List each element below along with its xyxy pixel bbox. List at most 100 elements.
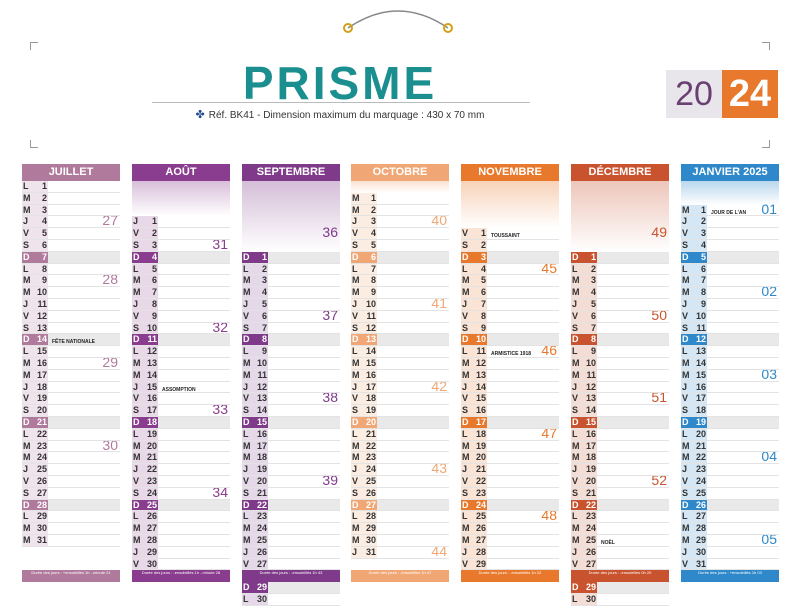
day-tint [22, 475, 48, 487]
day-tint [242, 487, 268, 499]
weekday-letter: M [462, 357, 470, 368]
day-tint [22, 487, 48, 499]
day-row: L 23 [242, 511, 340, 524]
day-row: S 14 [242, 405, 340, 417]
day-number: 11 [147, 334, 157, 345]
day-tint [571, 428, 597, 440]
day-number: 30 [146, 558, 157, 569]
day-number: 26 [585, 546, 596, 557]
weekday-letter: J [462, 298, 468, 309]
day-number: 21 [695, 440, 706, 451]
crop-mark [762, 140, 770, 148]
day-number: 7 [261, 322, 267, 333]
day-tint [132, 523, 158, 534]
day-number: 29 [256, 582, 267, 593]
day-row: J 10 [351, 298, 449, 311]
day-row: V 12 [22, 310, 120, 323]
weekday-letter: M [572, 523, 580, 534]
day-tint [571, 593, 597, 605]
day-number: 5 [261, 298, 267, 309]
day-tint [132, 346, 158, 357]
day-number: 29 [695, 534, 706, 545]
day-row: S 12 [351, 322, 449, 335]
weekday-letter: M [682, 287, 690, 298]
weekday-letter: S [133, 239, 140, 250]
day-number: 24 [365, 464, 376, 475]
day-row: J 12 [571, 381, 669, 394]
day-tint [351, 263, 377, 275]
weekday-letter: J [133, 464, 139, 475]
day-row: D 26 [681, 499, 779, 512]
day-number: 20 [475, 452, 486, 463]
weekday-letter: D [682, 499, 689, 510]
day-row: M 21 [132, 452, 230, 465]
day-number: 2 [41, 192, 47, 203]
week-padding [132, 181, 230, 217]
day-tint [22, 275, 48, 287]
day-number: 7 [700, 275, 706, 286]
holiday-label: TOUSSAINT [491, 233, 520, 240]
day-number: 28 [146, 534, 157, 545]
day-row: L 13 [681, 346, 779, 358]
month-column: SEPTEMBRE36373839D1L2M3M4J5V6S7D8L9M10M1… [242, 164, 340, 606]
day-row: M 10 [22, 287, 120, 299]
day-row: M 14 [681, 357, 779, 370]
day-tint [351, 275, 377, 287]
weekday-letter: S [352, 322, 359, 333]
weekday-letter: M [682, 440, 690, 451]
day-number: 10 [475, 334, 486, 345]
weekday-letter: M [682, 369, 690, 380]
day-row: M 13 [461, 369, 559, 382]
weekday-letter: J [352, 216, 358, 227]
day-tint [571, 322, 597, 334]
day-number: 25 [146, 499, 157, 510]
weekday-letter: D [572, 334, 579, 345]
day-number: 20 [365, 416, 376, 427]
day-row: J 19 [242, 464, 340, 476]
day-tint [351, 357, 377, 369]
day-tint [571, 464, 597, 475]
day-tint [681, 310, 707, 322]
day-number: 12 [36, 310, 47, 321]
day-number: 12 [146, 346, 157, 357]
day-row: S 16 [461, 405, 559, 417]
day-number: 10 [695, 310, 706, 321]
weekday-letter: L [682, 428, 688, 439]
month-column: OCTOBRE 40 41 42 43 44 M 1 M 2 J 3 V 4 S 5 D 6 L 7 M 8 M 9 J 10 V 1… [351, 164, 449, 582]
day-tint [351, 440, 377, 452]
day-row: J 23 [681, 464, 779, 476]
month-column: NOVEMBRE 45 46 47 48 V 1 TOUSSAINT S 2 D 3 L 4 M 5 M 6 J 7 V… [461, 164, 559, 583]
day-row: M 18 [242, 452, 340, 465]
day-tint [242, 428, 268, 440]
weekday-letter: S [462, 487, 469, 498]
day-row: M 30 [351, 534, 449, 547]
weekday-letter: M [243, 534, 251, 545]
day-tint [571, 475, 597, 487]
day-row: M 11 [571, 369, 669, 382]
week-number: 43 [431, 460, 447, 477]
day-tint [132, 381, 158, 393]
weekday-letter: S [682, 405, 689, 416]
day-tint [461, 487, 487, 499]
crop-mark [30, 42, 38, 50]
day-number: 27 [146, 523, 157, 534]
weekday-letter: S [572, 487, 579, 498]
weekday-letter: J [133, 298, 139, 309]
day-row: J 18 [22, 381, 120, 394]
day-number: 30 [36, 523, 47, 534]
weekday-letter: D [682, 416, 689, 427]
weekday-letter: M [572, 287, 580, 298]
day-tint [681, 534, 707, 546]
day-row: M 24 [22, 452, 120, 465]
day-number: 8 [370, 275, 376, 286]
day-row: L 21 [351, 428, 449, 441]
weekday-letter: V [682, 558, 689, 569]
week-number: 51 [651, 389, 667, 406]
day-row: M 31 [22, 534, 120, 547]
weekday-letter: M [133, 357, 141, 368]
day-number: 28 [695, 523, 706, 534]
day-tint [681, 334, 707, 346]
